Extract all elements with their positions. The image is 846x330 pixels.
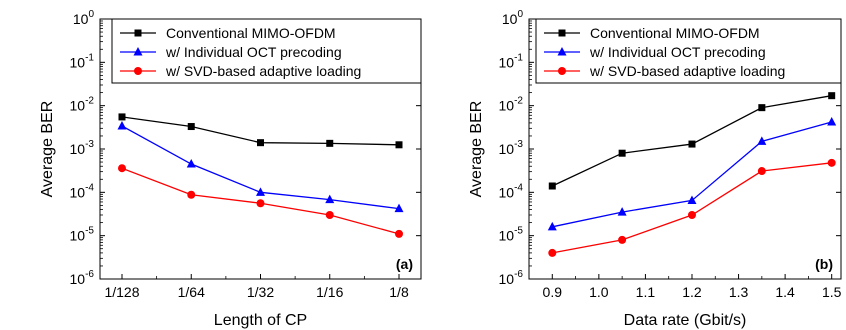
data-point xyxy=(548,182,556,190)
legend-box xyxy=(111,18,422,84)
x-tick-label: 1.5 xyxy=(822,284,842,300)
data-point xyxy=(118,113,126,121)
y-tick-label: 100 xyxy=(502,9,524,27)
x-tick-label: 1.2 xyxy=(682,284,702,300)
legend-marker xyxy=(557,47,567,56)
data-point xyxy=(757,136,767,145)
y-tick-label: 10-4 xyxy=(499,182,524,200)
legend-marker xyxy=(134,67,142,75)
x-tick-label: 1.0 xyxy=(589,284,609,300)
data-point xyxy=(395,141,403,149)
data-point xyxy=(325,210,334,219)
x-tick-label: 1/128 xyxy=(104,284,139,300)
y-tick-label: 10-6 xyxy=(499,269,524,287)
y-axis-title: Average BER xyxy=(468,101,485,198)
y-tick-label: 10-5 xyxy=(70,226,95,244)
legend-marker xyxy=(134,29,142,37)
data-point xyxy=(547,221,557,231)
data-point xyxy=(257,139,264,147)
data-point xyxy=(618,235,627,244)
panel-label: (a) xyxy=(396,256,413,272)
data-point xyxy=(687,195,697,204)
y-tick-label: 10-1 xyxy=(70,52,95,70)
series-circle xyxy=(548,158,836,257)
x-tick-label: 1.4 xyxy=(775,284,795,300)
series-square xyxy=(118,113,403,149)
legend-box xyxy=(535,18,842,84)
y-tick-label: 10-3 xyxy=(70,139,95,157)
x-tick-label: 1.3 xyxy=(729,284,749,300)
data-point xyxy=(395,229,403,238)
x-axis-title: Length of CP xyxy=(214,312,307,329)
y-tick-label: 10-5 xyxy=(499,226,524,244)
legend-label: w/ SVD-based adaptive loading xyxy=(165,63,361,79)
x-tick-label: 1/16 xyxy=(316,284,343,300)
panel-label: (b) xyxy=(815,256,833,272)
legend: Conventional MIMO-OFDM w/ Individual OCT … xyxy=(111,18,422,84)
data-point xyxy=(187,190,196,199)
y-tick-label: 100 xyxy=(73,9,95,27)
data-point xyxy=(186,159,196,168)
legend-label: Conventional MIMO-OFDM xyxy=(166,25,336,41)
data-point xyxy=(617,207,627,216)
chart-panel-b: 100 10-1 10-2 10-3 10-4 10-5 10-6 0.9 1.0 1.1 1.2 1… xyxy=(468,9,842,329)
legend-label: w/ SVD-based adaptive loading xyxy=(589,63,785,79)
data-point xyxy=(325,194,335,204)
y-tick-label: 10-2 xyxy=(70,96,95,114)
chart-panel-a: 100 10-1 10-2 10-3 10-4 10-5 10-6 1/128 1/64 1/32… xyxy=(39,9,422,329)
data-point xyxy=(256,187,265,196)
legend-label: w/ Individual OCT precoding xyxy=(165,44,342,60)
data-point xyxy=(548,248,557,257)
series-triangle xyxy=(547,116,837,231)
legend-marker xyxy=(558,67,566,75)
data-point xyxy=(687,210,696,219)
x-tick-label: 0.9 xyxy=(543,284,563,300)
legend-marker xyxy=(133,47,143,56)
legend-label: w/ Individual OCT precoding xyxy=(589,44,766,60)
series-square xyxy=(548,92,836,190)
data-point xyxy=(827,116,837,126)
y-tick-label: 10-4 xyxy=(70,182,95,200)
legend-marker xyxy=(558,29,566,37)
series-circle xyxy=(118,164,403,238)
data-point xyxy=(326,139,334,147)
series-triangle xyxy=(117,120,404,213)
x-axis-title: Data rate (Gbit/s) xyxy=(624,312,747,329)
legend-label: Conventional MIMO-OFDM xyxy=(590,25,760,41)
data-point xyxy=(618,149,626,157)
data-point xyxy=(256,199,265,208)
data-point xyxy=(187,123,195,131)
x-tick-label: 1.1 xyxy=(636,284,656,300)
y-tick-label: 10-6 xyxy=(70,269,95,287)
data-point xyxy=(827,158,836,167)
y-axis-title: Average BER xyxy=(39,101,56,198)
x-tick-label: 1/64 xyxy=(178,284,205,300)
series-line xyxy=(552,162,832,254)
data-point xyxy=(118,164,126,173)
data-point xyxy=(394,203,404,213)
data-point xyxy=(758,104,766,112)
y-tick-label: 10-2 xyxy=(499,96,524,114)
data-point xyxy=(688,140,696,148)
series-line xyxy=(121,125,400,210)
legend: Conventional MIMO-OFDM w/ Individual OCT … xyxy=(535,18,842,84)
x-tick-label: 1/8 xyxy=(389,284,409,300)
data-point xyxy=(828,92,836,100)
data-point xyxy=(117,120,127,130)
data-point xyxy=(757,167,766,176)
y-tick-label: 10-3 xyxy=(499,139,524,157)
y-tick-label: 10-1 xyxy=(499,52,524,70)
x-tick-label: 1/32 xyxy=(247,284,274,300)
